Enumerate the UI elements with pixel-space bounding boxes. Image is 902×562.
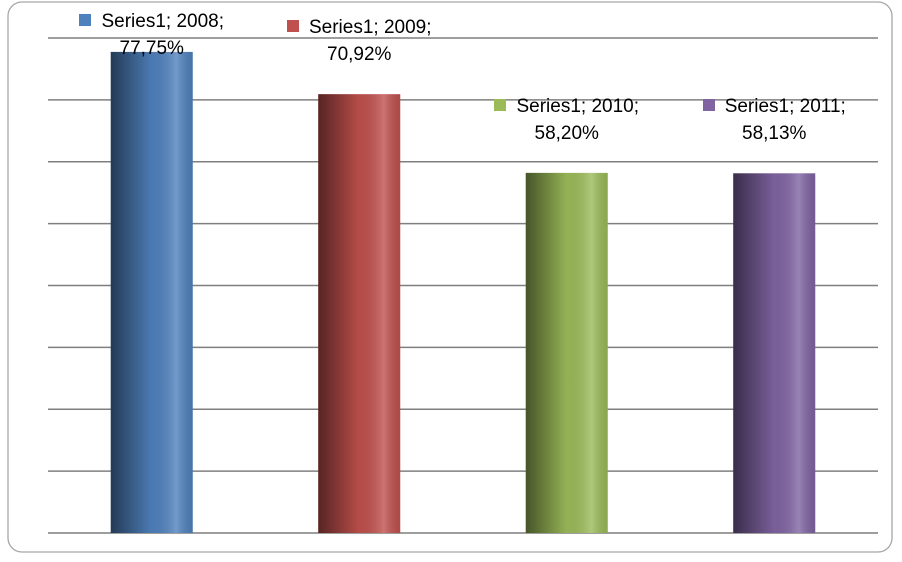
bar — [110, 51, 193, 533]
label-key — [702, 99, 715, 112]
label-text: Series1; 2010; 58,20% — [516, 95, 640, 144]
label-key — [286, 20, 299, 33]
data-label: Series1; 2010; 58,20% — [472, 93, 662, 147]
data-label: Series1; 2008; 77,75% — [57, 8, 247, 62]
chart-border — [7, 1, 893, 553]
data-label: Series1; 2011; 58,13% — [679, 93, 869, 147]
label-text: Series1; 2008; 77,75% — [101, 11, 225, 59]
label-key — [494, 98, 507, 111]
bar — [318, 94, 401, 534]
label-text: Series1; 2009; 70,92% — [308, 17, 432, 66]
label-key — [79, 14, 92, 26]
data-label: Series1; 2009; 70,92% — [264, 14, 454, 68]
label-text: Series1; 2011; 58,13% — [724, 96, 846, 145]
bar — [733, 173, 816, 533]
bar — [525, 172, 608, 533]
